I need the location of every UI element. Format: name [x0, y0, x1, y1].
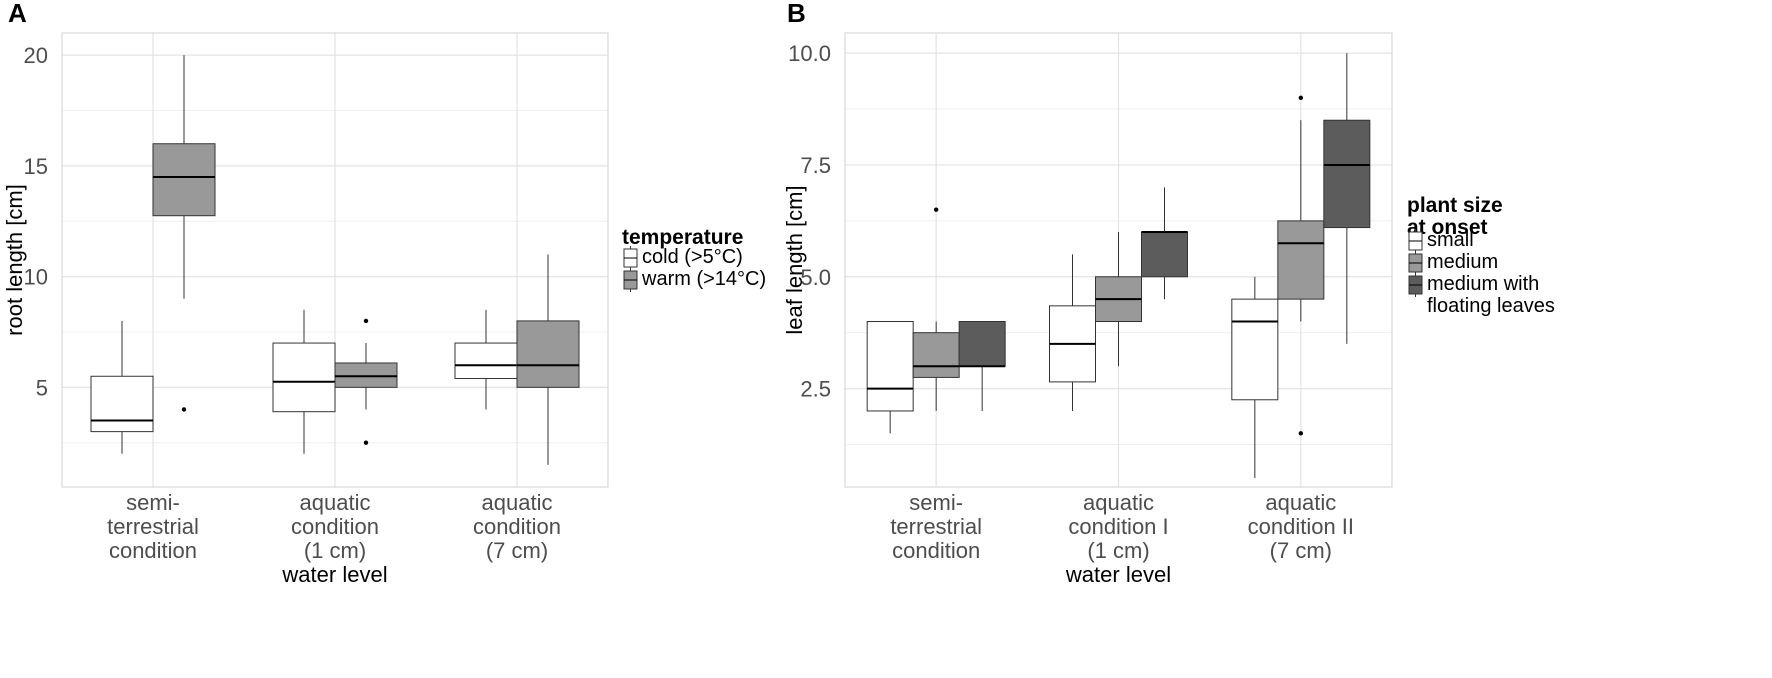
outlier-point [363, 318, 369, 324]
box-medium [1277, 95, 1325, 436]
box-body [958, 321, 1006, 367]
legend-label: floating leaves [1427, 295, 1555, 317]
y-tick-label: 5.0 [800, 265, 831, 290]
x-tick-label: terrestrial [107, 514, 199, 539]
box-warm-14-c [516, 254, 580, 465]
y-axis-title: root length [cm] [2, 184, 27, 336]
box-warm-14-c [334, 318, 398, 445]
box-warm-14-c [152, 55, 216, 299]
box-body [1277, 220, 1325, 300]
legend-label: medium with [1427, 273, 1539, 295]
x-tick-label: condition [473, 514, 561, 539]
box-cold-5-c [454, 309, 518, 410]
x-tick-label: condition [291, 514, 379, 539]
y-tick-label: 2.5 [800, 377, 831, 402]
outlier-point [1298, 431, 1304, 436]
y-axis-title: leaf length [cm] [782, 185, 807, 334]
x-axis-title: water level [281, 562, 387, 587]
box-medium-with-floating-leaves [958, 321, 1006, 411]
legend-title: plant size [1407, 194, 1503, 217]
x-tick-label: condition [892, 538, 980, 563]
box-medium-with-floating-leaves [1141, 187, 1188, 300]
box-cold-5-c [272, 309, 336, 454]
panel-letter: B [787, 0, 806, 28]
outlier-point [933, 207, 939, 212]
x-tick-label: aquatic [482, 490, 553, 515]
x-axis-title: water level [1065, 562, 1171, 587]
chart-panel-a: 5101520semi-terrestrialconditionaquaticc… [2, 0, 766, 587]
x-tick-label: semi- [909, 490, 963, 515]
x-tick-label: aquatic [1265, 490, 1336, 515]
panel-letter: A [8, 0, 27, 28]
outlier-point [363, 440, 369, 445]
plot-border [61, 32, 609, 488]
box-body [1141, 231, 1188, 278]
box-body [912, 332, 960, 378]
x-tick-label: semi- [126, 490, 180, 515]
y-tick-label: 5 [36, 375, 48, 400]
box-body [454, 342, 518, 379]
x-tick-label: aquatic [1083, 490, 1154, 515]
box-body [1231, 298, 1279, 401]
outlier-point [1298, 95, 1304, 101]
legend-title: temperature [622, 226, 743, 249]
legend-label: medium [1427, 251, 1498, 273]
box-small [1049, 254, 1096, 411]
x-tick-label: condition [109, 538, 197, 563]
y-tick-label: 10.0 [788, 41, 831, 66]
x-tick-label: (7 cm) [1270, 538, 1332, 563]
x-tick-label: condition I [1068, 514, 1168, 539]
box-body [152, 143, 216, 217]
box-cold-5-c [90, 320, 154, 454]
box-body [272, 342, 336, 413]
box-small [1231, 276, 1279, 479]
x-tick-label: aquatic [300, 490, 371, 515]
x-tick-label: (1 cm) [304, 538, 366, 563]
box-body [334, 362, 398, 388]
x-tick-label: (7 cm) [486, 538, 548, 563]
box-medium [1095, 232, 1142, 367]
box-medium-with-floating-leaves [1323, 53, 1371, 344]
legend-label: warm (>14°C) [641, 268, 766, 290]
box-body [866, 321, 914, 412]
outlier-point [181, 407, 187, 412]
box-body [1323, 119, 1371, 229]
box-body [516, 320, 580, 388]
y-tick-label: 10 [24, 265, 48, 290]
legend-title: at onset [1407, 216, 1488, 239]
x-tick-label: condition II [1248, 514, 1354, 539]
y-tick-label: 7.5 [800, 153, 831, 178]
box-small [866, 321, 914, 434]
y-tick-label: 20 [24, 43, 48, 68]
x-tick-label: terrestrial [890, 514, 982, 539]
legend-label: cold (>5°C) [642, 246, 743, 268]
plot-border [844, 32, 1393, 488]
legend-label: small [1427, 229, 1474, 251]
box-body [90, 375, 154, 433]
x-tick-label: (1 cm) [1087, 538, 1149, 563]
y-tick-label: 15 [24, 154, 48, 179]
